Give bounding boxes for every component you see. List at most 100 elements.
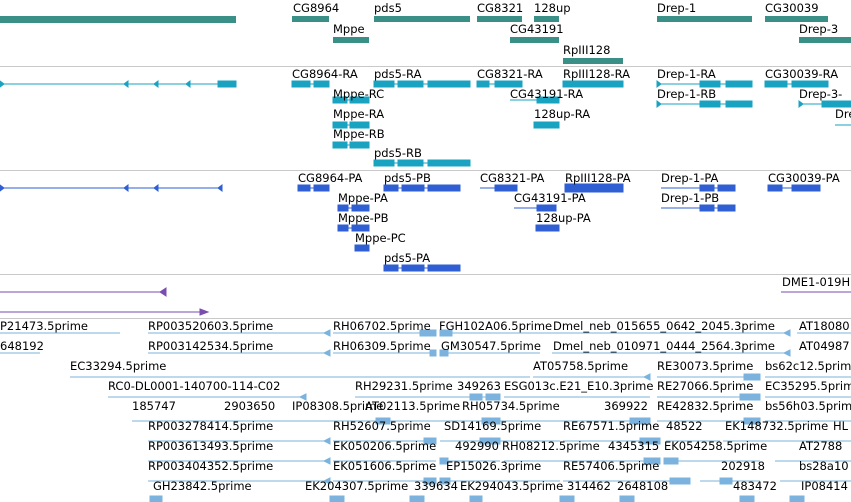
est-label[interactable]: GM30547.5prime <box>441 339 541 353</box>
cds-label[interactable]: pds5-PB <box>384 171 431 185</box>
est-label[interactable]: RH06309.5prime <box>333 339 431 353</box>
cds-label[interactable]: Drep-1-PB <box>661 191 720 205</box>
gene-feature[interactable] <box>799 37 851 43</box>
transcript-label[interactable]: Drep-1-RB <box>657 87 717 101</box>
est-label[interactable]: 492990 <box>455 439 499 453</box>
gene-feature[interactable] <box>534 16 559 22</box>
est-label[interactable]: Dmel_neb_015655_0642_2045.3prime <box>553 319 775 333</box>
est-label[interactable]: RH52607.5prime <box>333 419 431 433</box>
est-label[interactable]: RE30073.5prime <box>657 359 754 373</box>
transcript-label[interactable]: RpIII128-RA <box>563 67 630 81</box>
transcript-label[interactable]: Drep-1-RA <box>657 67 716 81</box>
gene-label[interactable]: Drep-3 <box>799 22 839 36</box>
transcript-label[interactable]: CG30039-RA <box>765 67 839 81</box>
cds-label[interactable]: CG30039-PA <box>768 171 840 185</box>
transcript-label[interactable]: Mppe-RA <box>333 107 385 121</box>
gene-feature[interactable] <box>510 37 559 43</box>
gene-label[interactable]: CG43191 <box>510 22 564 36</box>
gene-label[interactable]: Mppe <box>333 22 365 36</box>
est-label[interactable]: HL <box>833 419 849 433</box>
est-label[interactable]: RH06702.5prime <box>333 319 431 333</box>
gene-label[interactable]: CG8321 <box>477 1 524 15</box>
est-label[interactable]: AT04987 <box>799 339 850 353</box>
est-label[interactable]: EK204307.5prime <box>305 479 409 493</box>
gene-feature[interactable] <box>333 37 369 43</box>
est-label[interactable]: AT18080 <box>799 319 850 333</box>
est-label[interactable]: RE27066.5prime <box>657 379 754 393</box>
est-label[interactable]: RH29231.5prime <box>355 379 453 393</box>
est-label[interactable]: EC33294.5prime <box>70 359 167 373</box>
cds-label[interactable]: Mppe-PC <box>355 231 406 245</box>
est-label[interactable]: RE67571.5prime <box>563 419 660 433</box>
est-label[interactable]: 349263 <box>457 379 501 393</box>
est-label[interactable]: bs56h03.5prim <box>765 399 851 413</box>
transcript-label[interactable]: CG8964-RA <box>292 67 358 81</box>
est-label[interactable]: 339634 <box>414 479 458 493</box>
cds-label[interactable]: CG8321-PA <box>480 171 545 185</box>
cds-label[interactable]: CG8964-PA <box>298 171 363 185</box>
transcript-label[interactable]: CG43191-RA <box>510 87 584 101</box>
est-label[interactable]: EC35295.5prim <box>765 379 851 393</box>
est-label[interactable]: 185747 <box>132 399 176 413</box>
gene-feature[interactable] <box>374 16 470 22</box>
est-label[interactable]: 314462 <box>567 479 611 493</box>
est-label[interactable]: RE42832.5prime <box>657 399 754 413</box>
est-label[interactable]: RP003278414.5prime <box>148 419 274 433</box>
est-label[interactable]: RH05734.5prime <box>462 399 560 413</box>
gene-label[interactable]: pds5 <box>374 1 402 15</box>
est-label[interactable]: IP08308.5prime <box>292 399 384 413</box>
cds-label[interactable]: Mppe-PB <box>338 211 389 225</box>
est-label[interactable]: RE57406.5prime <box>563 459 660 473</box>
repeat-label[interactable]: DME1-019H <box>782 275 851 289</box>
est-label[interactable]: RP003520603.5prime <box>148 319 274 333</box>
est-label[interactable]: RH08212.5prime <box>502 439 600 453</box>
est-label[interactable]: 202918 <box>721 459 765 473</box>
est-label[interactable]: IP08414 <box>801 479 848 493</box>
est-label[interactable]: 369922 <box>604 399 648 413</box>
cds-label[interactable]: RpIII128-PA <box>565 171 631 185</box>
est-label[interactable]: EK294043.5prime <box>460 479 564 493</box>
est-label[interactable]: FGH102A06.5prime <box>439 319 553 333</box>
gene-feature[interactable] <box>0 16 236 23</box>
gene-feature[interactable] <box>563 58 623 64</box>
transcript-label[interactable]: Drep-3- <box>799 87 843 101</box>
gene-feature[interactable] <box>292 16 329 22</box>
est-label[interactable]: 2648108 <box>617 479 669 493</box>
est-label[interactable]: 4345315 <box>608 439 660 453</box>
gene-label[interactable]: CG8964 <box>293 1 340 15</box>
est-label[interactable]: AT05758.5prime <box>533 359 629 373</box>
gene-label[interactable]: RpIII128 <box>563 43 611 57</box>
est-label[interactable]: EK054258.5prime <box>664 439 768 453</box>
est-label[interactable]: EK051606.5prime <box>333 459 437 473</box>
est-label[interactable]: SD14169.5prime <box>444 419 542 433</box>
cds-label[interactable]: 128up-PA <box>536 211 591 225</box>
cds-label[interactable]: CG43191-PA <box>514 191 586 205</box>
gene-label[interactable]: CG30039 <box>765 1 819 15</box>
est-label[interactable]: P21473.5prime <box>0 319 88 333</box>
est-label[interactable]: 648192 <box>0 339 44 353</box>
est-label[interactable]: RP003613493.5prime <box>148 439 274 453</box>
gene-label[interactable]: 128up <box>534 1 571 15</box>
transcript-label[interactable]: pds5-RB <box>374 146 422 160</box>
est-label[interactable]: 48522 <box>666 419 703 433</box>
transcript-label[interactable]: Mppe-RC <box>333 87 385 101</box>
est-label[interactable]: RC0-DL0001-140700-114-C02 <box>108 379 281 393</box>
est-label[interactable]: bs62c12.5prime <box>765 359 851 373</box>
est-label[interactable]: GH23842.5prime <box>153 479 252 493</box>
gene-label[interactable]: Drep-1 <box>657 1 697 15</box>
transcript-label[interactable]: Mppe-RB <box>333 127 385 141</box>
gene-feature[interactable] <box>477 16 522 22</box>
est-label[interactable]: ESG013c.E21_E10.3prime <box>504 379 654 393</box>
est-label[interactable]: RP003404352.5prime <box>148 459 274 473</box>
cds-label[interactable]: pds5-PA <box>384 251 431 265</box>
gene-feature[interactable] <box>765 16 828 22</box>
transcript-label[interactable]: CG8321-RA <box>477 67 543 81</box>
transcript-label[interactable]: 128up-RA <box>534 107 591 121</box>
est-label[interactable]: EP15026.3prime <box>446 459 542 473</box>
transcript-label[interactable]: pds5-RA <box>374 67 422 81</box>
cds-label[interactable]: Drep-1-PA <box>661 171 719 185</box>
transcript-label[interactable]: Dre <box>835 107 851 121</box>
est-label[interactable]: EK050206.5prime <box>333 439 437 453</box>
est-label[interactable]: AT2788 <box>799 439 843 453</box>
est-label[interactable]: 2903650 <box>224 399 276 413</box>
